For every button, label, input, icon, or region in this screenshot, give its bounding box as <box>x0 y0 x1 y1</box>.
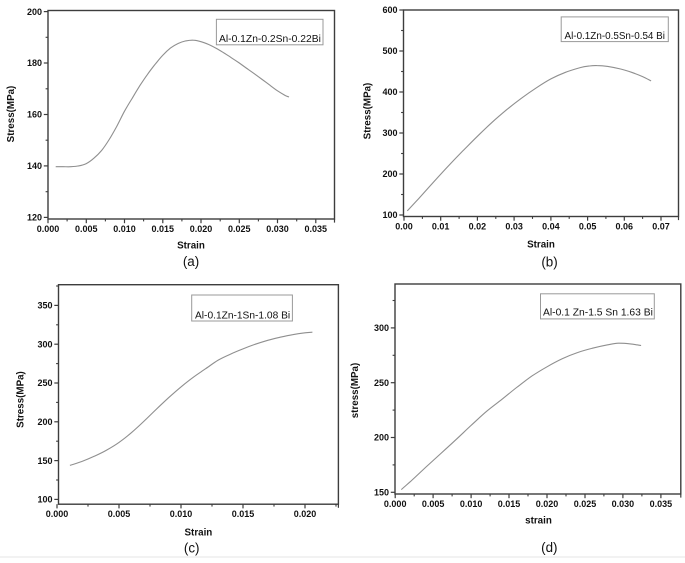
svg-text:0.005: 0.005 <box>75 224 98 234</box>
svg-text:Stress(MPa): Stress(MPa) <box>6 86 17 143</box>
svg-text:0.035: 0.035 <box>650 499 673 509</box>
svg-text:200: 200 <box>374 433 389 443</box>
svg-text:0.030: 0.030 <box>266 224 289 234</box>
svg-text:350: 350 <box>37 301 52 311</box>
svg-text:Stress(MPa): Stress(MPa) <box>363 83 374 140</box>
svg-text:Strain: Strain <box>527 240 555 251</box>
svg-text:0.020: 0.020 <box>536 499 559 509</box>
svg-text:0.020: 0.020 <box>190 224 213 234</box>
svg-text:200: 200 <box>382 169 397 179</box>
svg-text:300: 300 <box>374 323 389 333</box>
svg-text:0.025: 0.025 <box>228 224 251 234</box>
svg-text:140: 140 <box>27 161 42 171</box>
svg-text:0.03: 0.03 <box>505 222 523 232</box>
svg-text:0.000: 0.000 <box>384 499 407 509</box>
svg-text:200: 200 <box>37 417 52 427</box>
svg-text:0.010: 0.010 <box>460 499 483 509</box>
svg-text:0.05: 0.05 <box>579 222 597 232</box>
svg-text:0.07: 0.07 <box>652 222 670 232</box>
svg-text:0.010: 0.010 <box>170 509 193 519</box>
svg-text:0.04: 0.04 <box>542 222 560 232</box>
svg-text:400: 400 <box>382 87 397 97</box>
svg-text:0.015: 0.015 <box>152 224 175 234</box>
svg-text:0.000: 0.000 <box>37 224 60 234</box>
svg-text:Al-0.1 Zn-1.5 Sn 1.63 Bi: Al-0.1 Zn-1.5 Sn 1.63 Bi <box>543 308 653 319</box>
svg-text:stress(MPa): stress(MPa) <box>350 363 361 419</box>
svg-text:0.035: 0.035 <box>305 224 328 234</box>
svg-text:0.000: 0.000 <box>46 509 69 519</box>
svg-text:0.015: 0.015 <box>232 509 255 519</box>
svg-text:0.020: 0.020 <box>294 509 317 519</box>
svg-text:0.005: 0.005 <box>422 499 445 509</box>
svg-text:0.030: 0.030 <box>612 499 635 509</box>
svg-text:0.005: 0.005 <box>108 509 131 519</box>
svg-text:(d): (d) <box>541 540 557 555</box>
svg-text:(c): (c) <box>184 540 200 555</box>
svg-text:Stress(MPa): Stress(MPa) <box>16 371 27 428</box>
svg-text:300: 300 <box>37 339 52 349</box>
svg-text:150: 150 <box>37 456 52 466</box>
svg-text:150: 150 <box>374 488 389 498</box>
svg-text:200: 200 <box>27 7 42 17</box>
svg-text:0.02: 0.02 <box>469 222 487 232</box>
svg-text:(a): (a) <box>183 254 199 269</box>
svg-text:0.025: 0.025 <box>574 499 597 509</box>
svg-text:0.015: 0.015 <box>498 499 521 509</box>
svg-text:(b): (b) <box>541 255 557 270</box>
svg-text:100: 100 <box>382 210 397 220</box>
svg-text:120: 120 <box>27 213 42 223</box>
svg-text:0.06: 0.06 <box>616 222 634 232</box>
svg-text:600: 600 <box>382 5 397 15</box>
svg-text:250: 250 <box>374 378 389 388</box>
svg-text:Al-0.1Zn-0.5Sn-0.54 Bi: Al-0.1Zn-0.5Sn-0.54 Bi <box>565 31 665 42</box>
svg-text:300: 300 <box>382 128 397 138</box>
svg-text:100: 100 <box>37 495 52 505</box>
svg-text:250: 250 <box>37 378 52 388</box>
svg-text:strain: strain <box>525 516 552 527</box>
svg-text:Al-0.1Zn-0.2Sn-0.22Bi: Al-0.1Zn-0.2Sn-0.22Bi <box>219 34 321 45</box>
svg-text:500: 500 <box>382 46 397 56</box>
svg-text:0.00: 0.00 <box>395 222 413 232</box>
svg-text:160: 160 <box>27 110 42 120</box>
svg-text:Strain: Strain <box>185 528 213 539</box>
svg-text:Al-0.1Zn-1Sn-1.08 Bi: Al-0.1Zn-1Sn-1.08 Bi <box>195 311 290 322</box>
svg-text:0.01: 0.01 <box>432 222 450 232</box>
svg-text:180: 180 <box>27 58 42 68</box>
svg-text:0.010: 0.010 <box>113 224 136 234</box>
svg-text:Strain: Strain <box>177 241 205 252</box>
